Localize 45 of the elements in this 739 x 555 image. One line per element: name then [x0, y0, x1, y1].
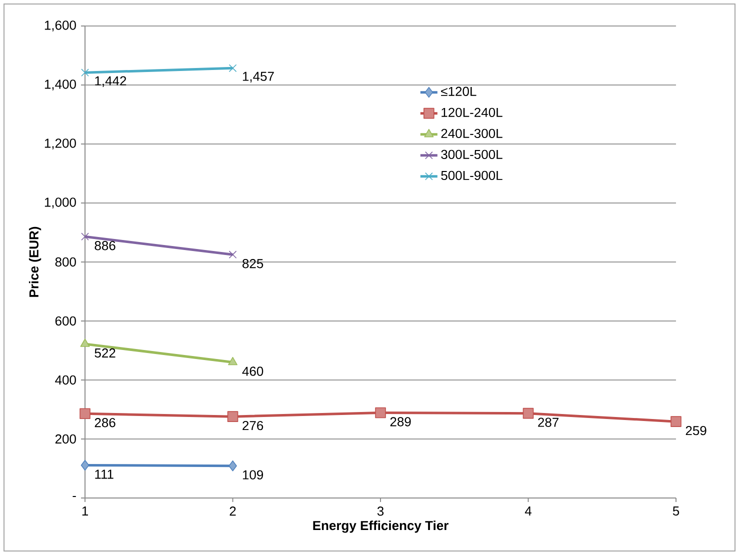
y-tick-label: -: [72, 496, 76, 498]
point: [375, 407, 386, 418]
data-label: 289: [390, 417, 411, 426]
y-tick-label: 1,400: [44, 80, 76, 90]
legend-label: 120L-240L: [442, 108, 502, 118]
point: [81, 68, 89, 77]
x-axis-title: Energy Efficiency Tier: [313, 520, 448, 533]
point: [522, 408, 534, 419]
point: [228, 64, 237, 72]
data-label: 1,457: [242, 72, 274, 82]
point: [670, 416, 682, 427]
point: [81, 232, 89, 241]
y-tick-label: 600: [55, 316, 76, 326]
point: [228, 250, 237, 259]
legend-label: 240L-300L: [441, 128, 502, 138]
x-tick-label: 2: [230, 506, 236, 516]
legend-label: 500L-900L: [441, 170, 502, 180]
y-tick-label: 400: [55, 375, 76, 385]
data-label: 825: [242, 259, 264, 268]
data-label: 522: [94, 348, 116, 358]
point: [80, 408, 90, 420]
x-tick-label: 3: [377, 506, 384, 516]
y-axis-title: Price (EUR): [28, 226, 42, 297]
point: [228, 460, 237, 472]
legend-label: ≤120L: [441, 86, 476, 96]
y-tick-label: 1,600: [44, 20, 76, 32]
data-label: 886: [94, 241, 116, 250]
legend-label: 300L-500L: [441, 150, 502, 160]
y-tick-label: 1,200: [44, 138, 76, 150]
x-tick-label: 5: [672, 506, 680, 516]
data-label: 276: [242, 420, 264, 430]
point: [80, 460, 90, 471]
x-tick-label: 4: [524, 506, 532, 516]
data-label: 286: [94, 418, 116, 428]
y-tick-label: 1,000: [44, 198, 76, 208]
point: [227, 411, 238, 422]
data-label: 287: [538, 418, 558, 427]
data-label: 111: [95, 470, 114, 479]
y-tick-label: 200: [55, 434, 76, 444]
data-label: 109: [242, 470, 264, 480]
data-label: 259: [686, 426, 706, 436]
data-label: 460: [242, 366, 264, 376]
data-label: 1,442: [95, 76, 126, 87]
y-tick-label: 800: [55, 257, 76, 267]
x-tick-label: 1: [82, 506, 88, 516]
